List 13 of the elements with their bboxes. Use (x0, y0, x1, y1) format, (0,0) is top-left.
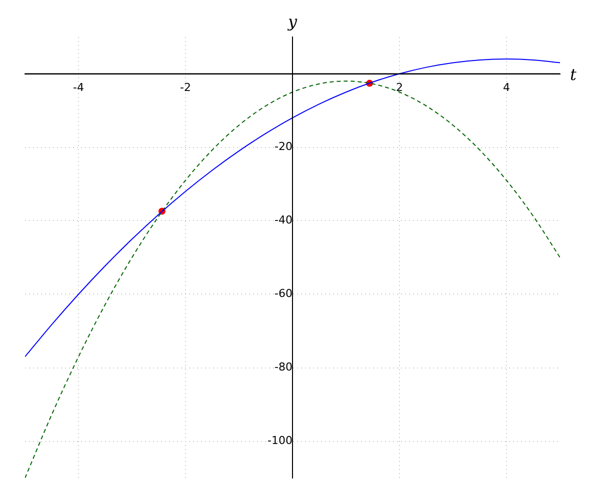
y-tick-label: -100 (268, 434, 292, 448)
y-tick-label: -60 (274, 287, 292, 300)
y-tick-label: -80 (274, 360, 292, 374)
x-tick-label: -2 (180, 81, 191, 94)
y-tick-label: -20 (274, 140, 292, 154)
y-axis-title: y (286, 12, 298, 32)
x-tick-label: 4 (503, 81, 510, 94)
x-axis-title: t (570, 64, 577, 84)
line-series (25, 80, 560, 478)
line-series (25, 58, 560, 358)
x-tick-label: 2 (396, 81, 403, 94)
x-tick-label: -4 (73, 81, 84, 94)
y-tick-label: -40 (274, 214, 292, 227)
